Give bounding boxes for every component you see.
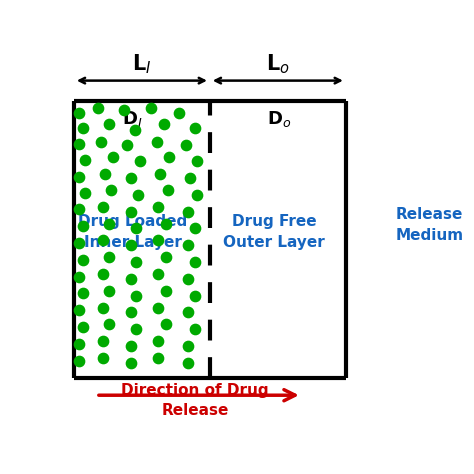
Text: Drug Loaded
Inner Layer: Drug Loaded Inner Layer (78, 214, 187, 250)
Point (184, 342, 191, 350)
Text: Drug Free
Outer Layer: Drug Free Outer Layer (223, 214, 325, 250)
Point (155, 354, 162, 362)
Point (186, 174, 193, 182)
Point (107, 186, 115, 194)
Point (133, 258, 140, 266)
Point (123, 141, 131, 149)
Point (147, 104, 155, 112)
Point (81, 189, 89, 196)
Point (127, 359, 135, 366)
Point (156, 171, 164, 178)
Point (193, 191, 201, 199)
Point (133, 292, 140, 300)
Point (76, 273, 83, 281)
Point (184, 241, 191, 249)
Point (100, 354, 107, 362)
Point (127, 174, 135, 182)
Point (155, 270, 162, 278)
Point (184, 359, 191, 366)
Point (100, 337, 107, 345)
Point (155, 304, 162, 311)
Point (127, 275, 135, 283)
Point (165, 154, 173, 161)
Point (79, 222, 87, 230)
Text: D$_o$: D$_o$ (267, 109, 291, 129)
Point (109, 154, 116, 161)
Point (191, 258, 199, 266)
Point (184, 275, 191, 283)
Point (105, 287, 113, 295)
Point (155, 203, 162, 211)
Point (98, 138, 105, 146)
Point (76, 357, 83, 365)
Text: D$_I$: D$_I$ (122, 109, 142, 129)
Point (184, 309, 191, 316)
Point (191, 225, 199, 232)
Point (76, 206, 83, 213)
Point (79, 124, 87, 132)
Point (94, 104, 101, 112)
Point (162, 320, 170, 328)
Point (155, 237, 162, 244)
Point (164, 186, 172, 194)
Point (127, 241, 135, 249)
Point (100, 270, 107, 278)
Point (100, 304, 107, 311)
Text: L$_o$: L$_o$ (266, 53, 290, 76)
Point (105, 120, 113, 128)
Point (81, 156, 89, 164)
Point (100, 237, 107, 244)
Point (120, 106, 128, 114)
Point (76, 306, 83, 314)
Point (105, 220, 113, 228)
Point (182, 141, 190, 149)
Point (131, 126, 138, 134)
Point (127, 208, 135, 215)
Point (76, 173, 83, 181)
Point (79, 323, 87, 331)
Point (137, 157, 144, 165)
Point (76, 109, 83, 117)
Point (155, 337, 162, 345)
Point (127, 342, 135, 350)
Point (105, 254, 113, 261)
Point (193, 157, 201, 165)
Text: L$_I$: L$_I$ (132, 53, 152, 76)
Point (101, 171, 109, 178)
Point (105, 320, 113, 328)
Point (153, 138, 160, 146)
Point (100, 203, 107, 211)
Point (191, 292, 199, 300)
Point (160, 120, 168, 128)
Point (133, 225, 140, 232)
Point (133, 325, 140, 333)
Point (162, 220, 170, 228)
Point (135, 191, 142, 199)
Point (175, 109, 182, 117)
Text: Release
Medium: Release Medium (395, 207, 464, 243)
Point (184, 208, 191, 215)
Point (76, 340, 83, 347)
Point (127, 309, 135, 316)
Point (162, 254, 170, 261)
Point (191, 325, 199, 333)
Point (79, 256, 87, 264)
Text: Direction of Drug
Release: Direction of Drug Release (121, 383, 269, 418)
Point (79, 290, 87, 297)
Point (76, 140, 83, 147)
Point (162, 287, 170, 295)
Point (191, 124, 199, 132)
Point (76, 239, 83, 247)
